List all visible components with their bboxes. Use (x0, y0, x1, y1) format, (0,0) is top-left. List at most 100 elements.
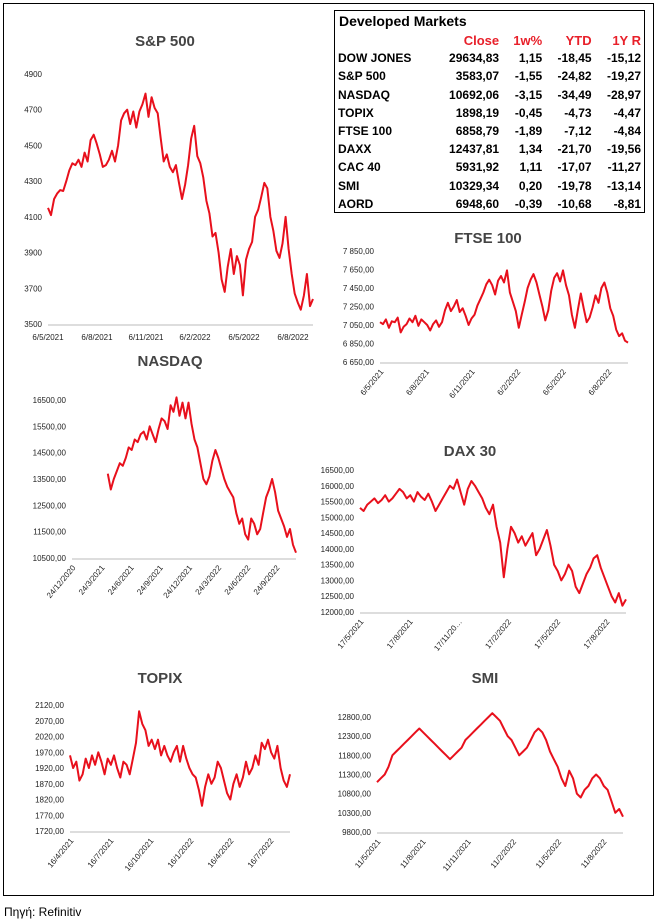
cell-w1: -1,89 (514, 124, 543, 139)
y-tick-label: 4500 (24, 141, 42, 150)
x-tick-label: 16/1/2022 (166, 836, 196, 869)
series-line (69, 710, 291, 807)
y-tick-label: 7 050,00 (343, 321, 375, 330)
y-tick-label: 10300,00 (338, 809, 372, 818)
cell-ytd: -17,07 (557, 160, 592, 175)
cell-name: CAC 40 (338, 160, 381, 175)
chart-title: SMI (472, 670, 499, 687)
cell-ytd: -10,68 (557, 196, 592, 211)
x-tick-label: 6/8/2022 (277, 333, 309, 342)
y-tick-label: 15500,00 (33, 422, 67, 431)
table-row: DOW JONES 29634,83 1,15 -18,45 -15,12 (335, 49, 644, 67)
cell-w1: 1,34 (518, 142, 543, 157)
cell-name: FTSE 100 (338, 124, 393, 139)
y-tick-label: 1970,00 (35, 748, 64, 757)
y-tick-label: 14000,00 (321, 545, 355, 554)
y-tick-label: 16000,00 (321, 482, 355, 491)
y-tick-label: 4700 (24, 106, 42, 115)
y-tick-label: 7 850,00 (343, 247, 375, 256)
table-header-row: Developed Markets (335, 11, 644, 31)
source-note: Πηγή: Refinitiv (4, 905, 82, 919)
y-tick-label: 4900 (24, 70, 42, 79)
x-tick-label: 16/4/2021 (46, 836, 76, 869)
x-tick-label: 16/7/2022 (246, 836, 276, 869)
y-tick-label: 11500,00 (33, 528, 66, 537)
smi-chart: SMI 9800,00 10300,00 10800,00 11300,00 11800,… (338, 670, 624, 873)
cell-close: 6858,79 (455, 124, 500, 139)
x-tick-label: 11/8/2021 (398, 837, 428, 870)
cell-w1: 1,11 (519, 160, 543, 175)
y-tick-label: 12800,00 (338, 713, 372, 722)
table-row: TOPIX 1898,19 -0,45 -4,73 -4,47 (335, 104, 644, 122)
sp500-chart: S&P 500 3500 3700 3900 4100 4300 4500 4700 4900 6… (24, 33, 314, 342)
x-tick-label: 17/8/2022 (582, 617, 612, 650)
cell-ytd: -19,78 (557, 178, 592, 193)
table-row: DAXX 12437,81 1,34 -21,70 -19,56 (335, 140, 644, 158)
cell-y1: -11,27 (607, 160, 641, 175)
x-tick-label: 6/5/2021 (32, 333, 64, 342)
cell-y1: -19,56 (606, 142, 641, 157)
cell-ytd: -34,49 (557, 87, 592, 102)
column-header-ytd: YTD (565, 32, 592, 48)
cell-ytd: -21,70 (557, 142, 592, 157)
y-tick-label: 6 850,00 (343, 340, 375, 349)
y-tick-label: 1870,00 (35, 780, 64, 789)
table-row: CAC 40 5931,92 1,11 -17,07 -11,27 (335, 158, 644, 176)
y-tick-label: 14500,00 (33, 449, 67, 458)
table-row: FTSE 100 6858,79 -1,89 -7,12 -4,84 (335, 122, 644, 140)
y-tick-label: 3900 (24, 249, 42, 258)
x-tick-label: 6/5/2022 (541, 367, 568, 397)
developed-markets-table: Developed Markets Close 1w% YTD 1Y R DOW… (334, 10, 645, 213)
x-tick-label: 17/11/20… (432, 618, 464, 653)
x-tick-label: 24/6/2021 (106, 563, 136, 596)
y-tick-label: 16500,00 (33, 396, 67, 405)
x-tick-label: 17/5/2022 (533, 617, 563, 650)
x-tick-label: 6/5/2021 (359, 367, 386, 397)
y-tick-label: 3700 (24, 284, 42, 293)
chart-title: S&P 500 (135, 33, 195, 50)
x-tick-label: 24/3/2022 (193, 563, 223, 596)
x-tick-label: 11/8/2022 (579, 837, 609, 870)
x-tick-label: 24/6/2022 (223, 563, 253, 596)
cell-ytd: -18,45 (557, 51, 592, 66)
table-row: NASDAQ 10692,06 -3,15 -34,49 -28,97 (335, 86, 644, 104)
y-tick-label: 6 650,00 (343, 358, 375, 367)
cell-y1: -15,12 (606, 51, 641, 66)
cell-ytd: -7,12 (564, 124, 592, 139)
y-tick-label: 2120,00 (35, 701, 64, 710)
cell-y1: -13,14 (606, 178, 641, 193)
series-line (47, 92, 314, 311)
cell-name: DOW JONES (338, 51, 412, 66)
cell-close: 10329,34 (449, 178, 500, 193)
x-tick-label: 6/11/2021 (447, 367, 477, 400)
y-tick-label: 14500,00 (321, 529, 355, 538)
cell-y1: -8,81 (613, 196, 641, 211)
cell-ytd: -4,73 (564, 105, 592, 120)
cell-name: SMI (338, 178, 360, 193)
y-tick-label: 1820,00 (35, 796, 64, 805)
dax30-chart: DAX 30 12000,00 12500,00 13000,00 13500,00 14… (321, 443, 627, 653)
y-tick-label: 9800,00 (342, 828, 371, 837)
x-tick-label: 16/4/2022 (206, 836, 236, 869)
column-header-close: Close (463, 32, 500, 48)
cell-y1: -19,27 (606, 69, 641, 84)
y-tick-label: 11800,00 (338, 751, 371, 760)
y-tick-label: 13500,00 (33, 475, 67, 484)
y-tick-label: 12000,00 (321, 608, 355, 617)
y-tick-label: 7 250,00 (343, 303, 375, 312)
cell-close: 10692,06 (449, 87, 500, 102)
chart-title: TOPIX (138, 670, 183, 687)
y-tick-label: 13500,00 (321, 561, 355, 570)
nasdaq-chart: NASDAQ 10500,00 11500,00 12500,00 13500,00 14… (33, 353, 297, 600)
series-line (106, 396, 297, 554)
x-tick-label: 24/12/2020 (45, 563, 78, 600)
cell-y1: -28,97 (606, 87, 641, 102)
y-tick-label: 15500,00 (321, 498, 355, 507)
y-tick-label: 1920,00 (35, 764, 64, 773)
cell-name: NASDAQ (338, 87, 391, 102)
x-tick-label: 11/2/2022 (489, 837, 519, 870)
cell-close: 1898,19 (455, 105, 500, 120)
cell-close: 29634,83 (449, 51, 500, 66)
x-tick-label: 24/12/2021 (161, 563, 194, 600)
cell-w1: -3,15 (514, 87, 543, 102)
